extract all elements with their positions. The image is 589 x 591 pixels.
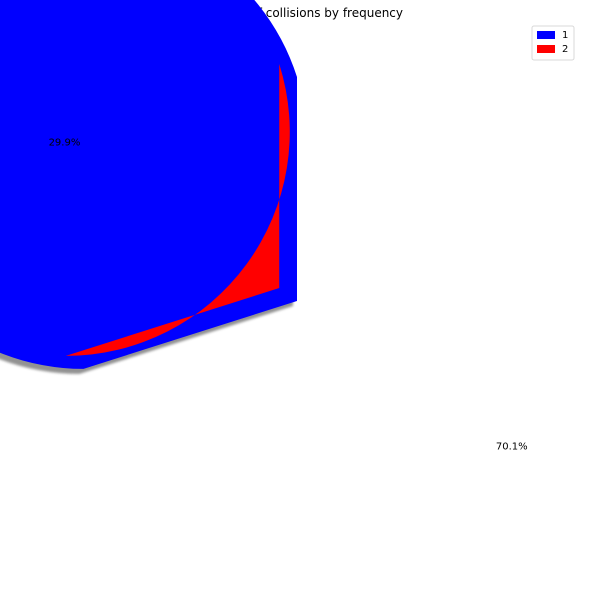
pie-labels: 70.1% 29.9%: [49, 138, 528, 453]
pie-percent-label-2: 29.9%: [49, 138, 81, 149]
pie-slice-1: [0, 0, 297, 369]
legend-swatch-2: [537, 45, 555, 53]
pie-percent-label-1: 70.1%: [496, 441, 528, 452]
legend-swatch-1: [537, 31, 555, 39]
pie-slice-2: [65, 64, 290, 356]
legend-label-1: 1: [562, 30, 568, 41]
legend: 12: [531, 25, 575, 61]
legend-label-2: 2: [562, 44, 568, 55]
pie-slices: [0, 0, 297, 369]
